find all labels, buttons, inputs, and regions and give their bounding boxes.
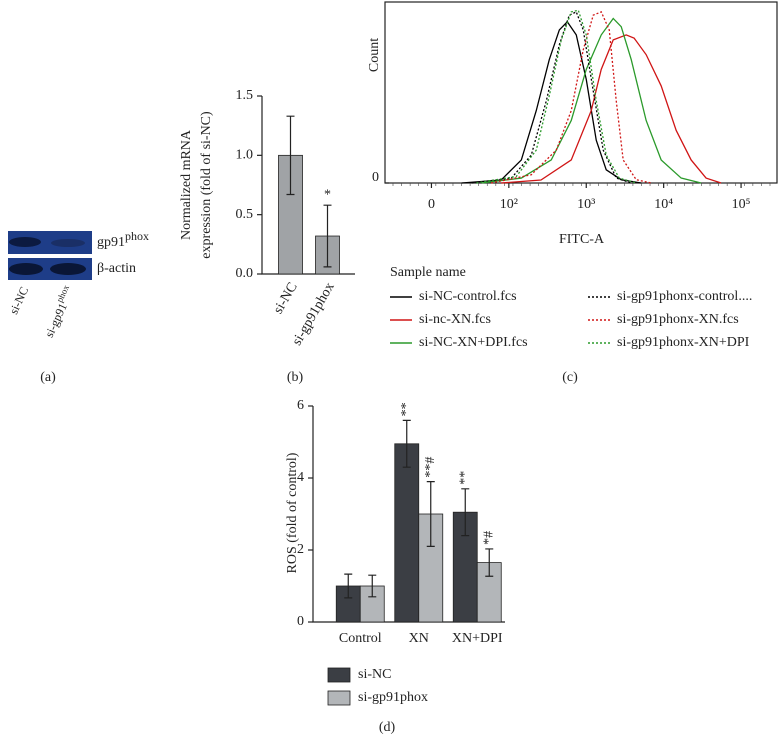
x-tick-label: XN+DPI bbox=[452, 631, 503, 646]
panel-label: (d) bbox=[379, 720, 396, 735]
x-tick-label: 0 bbox=[428, 197, 435, 212]
panel-label: (a) bbox=[40, 370, 56, 385]
y-tick-label: 1.0 bbox=[236, 148, 254, 163]
y-tick-label: 0.5 bbox=[236, 207, 254, 222]
error-bar bbox=[426, 481, 435, 547]
lane-label: si-NC bbox=[6, 285, 31, 317]
y-axis-title: Normalized mRNA bbox=[179, 129, 194, 240]
blot: gp91phox β-actin si-NC si-gp91phox (a) bbox=[6, 229, 149, 385]
y-tick-label: 0 bbox=[297, 614, 304, 629]
y-tick-label: 2 bbox=[297, 542, 304, 557]
y-axis-title: Count bbox=[367, 38, 382, 72]
legend-label: si-gp91phox bbox=[358, 690, 428, 705]
blot-band bbox=[50, 263, 86, 275]
legend-label: si-NC-control.fcs bbox=[419, 289, 517, 304]
y-tick-label: 1.5 bbox=[236, 88, 254, 103]
x-tick-label: si-NC bbox=[271, 280, 301, 316]
legend-swatch bbox=[327, 667, 351, 683]
y-tick-label: 6 bbox=[297, 398, 304, 413]
error-bar bbox=[286, 115, 295, 196]
y-tick-label: 4 bbox=[297, 470, 304, 485]
x-tick-label: Control bbox=[339, 631, 382, 646]
x-tick-label: 10⁵ bbox=[732, 197, 751, 212]
plot-frame bbox=[384, 1, 778, 184]
axis-line bbox=[261, 96, 355, 275]
histogram-curve bbox=[476, 9, 637, 184]
error-bar bbox=[461, 488, 470, 537]
band-label-sup: phox bbox=[125, 229, 149, 243]
blot-band bbox=[9, 263, 43, 275]
legend-label: si-nc-XN.fcs bbox=[419, 312, 491, 327]
legend-swatch bbox=[327, 690, 351, 706]
error-bar bbox=[323, 204, 332, 268]
histogram-curve bbox=[501, 34, 722, 184]
error-bar bbox=[485, 548, 494, 577]
significance-label: ** bbox=[457, 471, 472, 485]
error-bar bbox=[368, 574, 377, 598]
y-tick-label: 0 bbox=[372, 170, 379, 185]
histogram-curve bbox=[471, 10, 632, 184]
blot-strip bbox=[8, 231, 92, 254]
legend-label: si-NC bbox=[358, 667, 391, 682]
error-bar bbox=[402, 419, 411, 468]
histogram-curve bbox=[481, 17, 702, 184]
panel-label: (c) bbox=[562, 370, 578, 385]
x-axis-title: FITC-A bbox=[559, 232, 605, 247]
legend-label: si-NC-XN+DPI.fcs bbox=[419, 335, 528, 350]
y-axis-title: expression (fold of si-NC) bbox=[199, 111, 214, 259]
legend-label: si-gp91phonx-XN.fcs bbox=[617, 312, 739, 327]
lane-label-sup: phox bbox=[54, 283, 71, 304]
x-tick-label: XN bbox=[409, 631, 429, 646]
x-tick-label: 10⁴ bbox=[654, 197, 673, 212]
legend-title: Sample name bbox=[390, 265, 466, 280]
lane-label-text: si-gp91 bbox=[42, 301, 70, 340]
lane-label: si-gp91phox bbox=[39, 283, 77, 339]
significance-label: ** bbox=[399, 402, 414, 416]
blot-band bbox=[51, 239, 85, 247]
histogram-curve bbox=[490, 11, 652, 184]
band-label: β-actin bbox=[97, 261, 136, 276]
bar bbox=[394, 443, 420, 623]
blot-band bbox=[9, 237, 41, 247]
panel-label: (b) bbox=[287, 370, 304, 385]
band-label: gp91phox bbox=[97, 229, 149, 250]
legend-label: si-gp91phonx-control.... bbox=[617, 289, 752, 304]
y-tick-label: 0.0 bbox=[236, 266, 254, 281]
significance-label: **# bbox=[423, 457, 438, 478]
x-tick-label: 10² bbox=[500, 197, 518, 212]
significance-label: * bbox=[324, 187, 331, 202]
y-axis-title: ROS (fold of control) bbox=[285, 452, 300, 573]
band-label-text: gp91 bbox=[97, 235, 125, 250]
significance-label: *# bbox=[481, 531, 496, 545]
x-tick-label: 10³ bbox=[577, 197, 595, 212]
error-bar bbox=[344, 573, 353, 599]
legend-label: si-gp91phonx-XN+DPI bbox=[617, 335, 750, 350]
